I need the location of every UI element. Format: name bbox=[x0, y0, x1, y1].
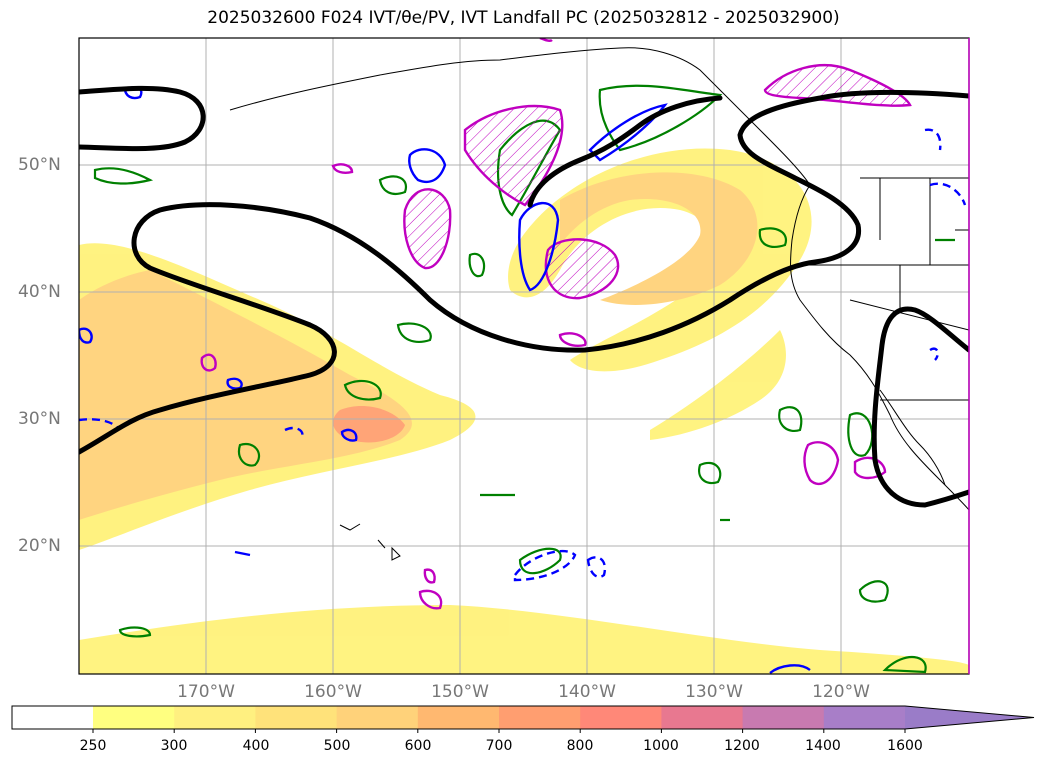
colorbar-segment bbox=[661, 706, 744, 729]
lat-label-30n: 30°N bbox=[18, 409, 61, 429]
lon-label-130w: 130°W bbox=[685, 682, 743, 702]
colorbar-segment bbox=[742, 706, 825, 729]
colorbar-segment bbox=[174, 706, 256, 729]
pv-dashed-6 bbox=[929, 182, 967, 206]
pv-small-1 bbox=[200, 353, 217, 372]
colorbar-tick: 250 bbox=[79, 738, 107, 754]
lon-label-170w: 170°W bbox=[177, 682, 235, 702]
colorbar-extend-max bbox=[905, 706, 1034, 729]
pv-dashed-2 bbox=[513, 549, 577, 582]
colorbar-segment bbox=[255, 706, 338, 729]
colorbar-segment bbox=[93, 706, 175, 729]
pv-small-4 bbox=[418, 589, 443, 610]
ivt-band-stream bbox=[650, 330, 786, 440]
colorbar-tick: 1600 bbox=[887, 738, 923, 754]
state-lines bbox=[879, 178, 969, 310]
lon-label-120w: 120°W bbox=[812, 682, 870, 702]
colorbar-tick: 1000 bbox=[643, 738, 679, 754]
coastlines bbox=[229, 47, 969, 561]
lat-label-20n: 20°N bbox=[18, 536, 61, 556]
ivt-core-west bbox=[79, 270, 412, 520]
colorbar-tick: 700 bbox=[485, 738, 513, 754]
colorbar-tick: 800 bbox=[566, 738, 594, 754]
colorbar-tick: 500 bbox=[323, 738, 351, 754]
pv-dashed-5 bbox=[924, 128, 942, 151]
ivt-max-west bbox=[333, 405, 405, 443]
lon-label-150w: 150°W bbox=[431, 682, 489, 702]
colorbar-segment bbox=[823, 706, 906, 729]
pv-dashed-7 bbox=[929, 347, 939, 361]
baja-coast bbox=[879, 389, 946, 486]
pv-hatched-north bbox=[463, 104, 564, 207]
colorbar-segment bbox=[417, 706, 500, 729]
pv-contours bbox=[79, 86, 967, 674]
colorbar-tick: 1200 bbox=[724, 738, 760, 754]
pv-small-3 bbox=[423, 568, 436, 584]
pv-dashed-1 bbox=[79, 418, 119, 429]
plot-title: 2025032600 F024 IVT/θe/PV, IVT Landfall … bbox=[207, 8, 840, 28]
colorbar-tick: 600 bbox=[404, 738, 432, 754]
lon-label-160w: 160°W bbox=[304, 682, 362, 702]
colorbar-segment bbox=[499, 706, 581, 729]
colorbar-segment bbox=[336, 706, 419, 729]
colorbar-segments bbox=[12, 706, 1034, 733]
pv-small-6 bbox=[803, 441, 840, 486]
ivt-band-south bbox=[79, 605, 969, 674]
ivt-shading bbox=[79, 148, 969, 674]
colorbar-segment bbox=[580, 706, 662, 729]
ivt-core-central bbox=[560, 172, 758, 305]
us-border bbox=[800, 177, 969, 401]
west-coast bbox=[789, 184, 969, 511]
pv-hatched-west bbox=[403, 188, 452, 270]
pv-hatched-low bbox=[544, 238, 620, 300]
colorbar-segment bbox=[12, 706, 94, 729]
pv-small-7 bbox=[853, 456, 887, 480]
pv-small-5 bbox=[558, 332, 587, 347]
pv-small-2 bbox=[331, 163, 354, 174]
lat-label-40n: 40°N bbox=[18, 282, 61, 302]
pv-dashed-3 bbox=[586, 556, 607, 579]
colorbar-tick: 300 bbox=[160, 738, 188, 754]
lat-label-50n: 50°N bbox=[18, 155, 61, 175]
colorbar-outline bbox=[11, 705, 1035, 730]
colorbar-tick: 400 bbox=[242, 738, 270, 754]
pv-hatched-northeast bbox=[763, 64, 912, 107]
hawaii bbox=[339, 523, 401, 561]
colorbar-tick: 1400 bbox=[805, 738, 841, 754]
ivt-landfall-pc-contour bbox=[79, 85, 969, 508]
lon-label-140w: 140°W bbox=[558, 682, 616, 702]
pv-highlight-contours bbox=[200, 38, 912, 610]
alaska-coast bbox=[229, 47, 811, 186]
pv-dashed-4 bbox=[284, 426, 304, 439]
